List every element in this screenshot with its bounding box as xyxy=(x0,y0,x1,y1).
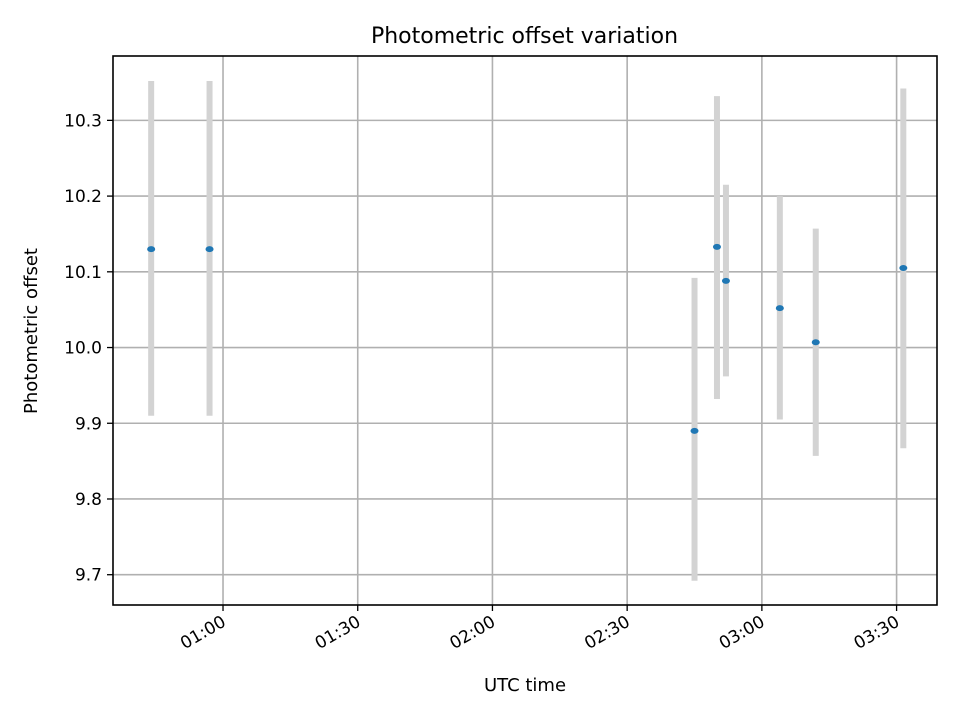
data-point xyxy=(205,246,214,253)
plot-frame xyxy=(112,55,938,606)
data-point xyxy=(899,265,908,272)
x-tick-label: 03:30 xyxy=(851,612,903,654)
data-points xyxy=(147,243,908,434)
data-point xyxy=(690,427,699,434)
x-axis-label: UTC time xyxy=(484,675,566,696)
x-tick-label: 02:00 xyxy=(447,612,499,654)
grid xyxy=(113,56,937,605)
y-tick-label: 9.9 xyxy=(75,414,102,434)
y-axis-ticks: 9.7 9.8 9.9 10.0 10.1 10.2 10.3 xyxy=(64,111,113,586)
y-tick-label: 9.8 xyxy=(75,490,102,510)
x-tick-label: 01:00 xyxy=(177,612,229,654)
y-tick-label: 10.3 xyxy=(64,111,102,131)
data-point xyxy=(147,246,156,253)
x-tick-label: 03:00 xyxy=(716,612,768,654)
data-point xyxy=(712,243,721,250)
error-bars xyxy=(148,80,907,581)
data-point xyxy=(775,305,784,312)
x-tick-label: 01:30 xyxy=(312,612,364,654)
data-point xyxy=(811,339,820,346)
y-tick-label: 10.2 xyxy=(64,187,102,207)
y-tick-label: 10.1 xyxy=(64,263,102,283)
y-tick-label: 10.0 xyxy=(64,339,102,359)
y-tick-label: 9.7 xyxy=(75,566,102,586)
x-tick-label: 02:30 xyxy=(581,612,633,654)
data-point xyxy=(721,277,730,284)
chart-title: Photometric offset variation xyxy=(371,24,678,49)
y-axis-label: Photometric offset xyxy=(21,248,42,414)
x-axis-ticks: 01:00 01:30 02:00 02:30 03:00 03:30 xyxy=(177,605,903,654)
